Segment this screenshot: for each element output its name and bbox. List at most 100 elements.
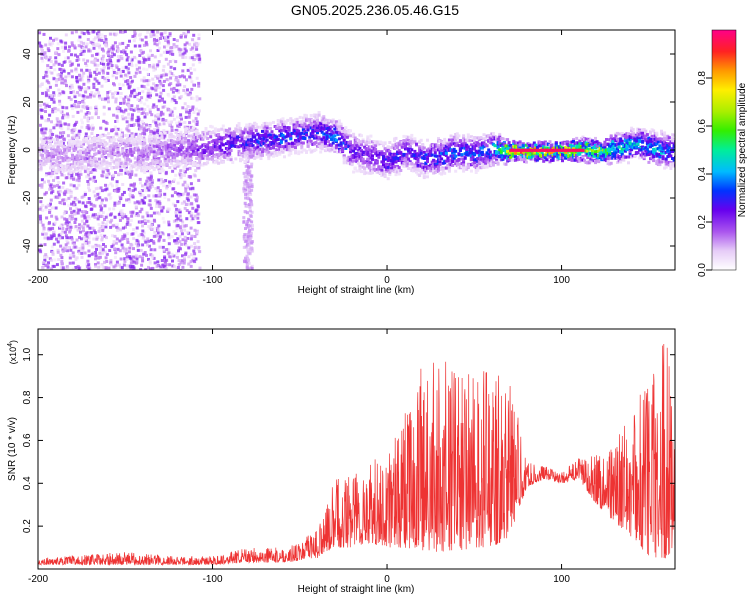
spectrogram-cell xyxy=(85,148,89,152)
spectrogram-cell xyxy=(60,259,64,263)
spectrogram-cell xyxy=(195,195,199,199)
spectrogram-cell xyxy=(96,58,100,62)
spectrogram-cell xyxy=(55,123,59,127)
spectrogram-cell xyxy=(100,39,104,42)
spectrogram-cell xyxy=(371,145,374,149)
spectrogram-cell xyxy=(103,77,107,81)
spectrogram-cell xyxy=(125,53,129,57)
spectrogram-cell xyxy=(165,184,169,188)
spectrogram-cell xyxy=(246,177,250,181)
spectrogram-cell xyxy=(77,200,81,204)
spectrogram-cell xyxy=(79,109,83,113)
spectrogram-cell xyxy=(52,100,56,104)
spectrogram-cell xyxy=(355,169,359,173)
spectrogram-cell xyxy=(95,73,98,76)
spectrogram-cell xyxy=(67,49,70,53)
spectrogram-cell xyxy=(87,186,90,190)
spectrogram-cell xyxy=(397,151,401,155)
spectrogram-cell xyxy=(144,240,148,244)
spectrogram-cell xyxy=(175,227,179,231)
spectrogram-cell xyxy=(130,173,134,177)
spectrogram-cell xyxy=(179,176,183,180)
spectrogram-cell xyxy=(246,197,250,200)
spectrogram-cell xyxy=(83,151,87,155)
spectrogram-cell xyxy=(196,240,200,244)
spectrogram-cell xyxy=(126,170,129,174)
spectrogram-cell xyxy=(144,35,148,39)
spectrogram-cell xyxy=(371,171,374,175)
spectrogram-cell xyxy=(386,177,390,181)
spectrogram-cell xyxy=(141,243,145,247)
spectrogram-cell xyxy=(295,143,299,147)
spectrogram-cell xyxy=(195,95,199,99)
spectrogram-cell xyxy=(402,162,406,165)
spectrogram-cell xyxy=(159,91,163,95)
spectrogram-cell xyxy=(70,104,74,108)
spectrogram-cell xyxy=(284,121,288,125)
spectrogram-cell xyxy=(262,126,266,130)
spectrogram-cell xyxy=(68,217,71,221)
spectrogram-cell xyxy=(309,134,313,138)
spectrogram-cell xyxy=(397,172,401,176)
spectrogram-cell xyxy=(162,248,166,252)
spectrogram-cell xyxy=(209,151,213,155)
spectrogram-cell xyxy=(275,126,279,130)
spectrogram-cell xyxy=(106,219,110,223)
spectrogram-cell xyxy=(228,127,232,131)
spectrogram-cell xyxy=(261,140,264,144)
spectrogram-cell xyxy=(48,56,52,60)
spectrogram-cell xyxy=(248,169,252,173)
spectrogram-cell xyxy=(144,86,148,90)
spectrogram-cell xyxy=(86,167,90,171)
spectrogram-cell xyxy=(119,92,123,95)
spectrogram-cell xyxy=(148,95,152,99)
spectrogram-cell xyxy=(127,150,131,154)
spectrogram-cell xyxy=(107,49,111,53)
spectrogram-cell xyxy=(105,161,109,165)
spectrogram-cell xyxy=(157,228,161,232)
spectrogram-cell xyxy=(56,73,60,77)
spectrogram-cell xyxy=(189,253,193,257)
spectrogram-cell xyxy=(360,170,363,174)
spectrogram-cell xyxy=(125,252,129,256)
spectrogram-cell xyxy=(254,155,258,159)
spectrogram-cell xyxy=(107,193,111,197)
spectrogram-cell xyxy=(184,253,187,256)
spectrogram-cell xyxy=(150,129,154,133)
spectrogram-cell xyxy=(341,149,345,152)
spectrogram-cell xyxy=(330,125,334,129)
spectrogram-cell xyxy=(77,226,81,230)
spectrogram-cell xyxy=(82,211,86,215)
spectrogram-cell xyxy=(163,31,167,35)
spectrogram-cell xyxy=(169,109,173,113)
spectrogram-cell xyxy=(372,165,376,169)
spectrogram-cell xyxy=(177,120,181,124)
spectrogram-cell xyxy=(396,152,400,156)
spectrogram-cell xyxy=(175,251,179,255)
spectrogram-cell xyxy=(336,128,340,132)
spectrogram-cell xyxy=(210,157,214,161)
spectrogram-cell xyxy=(154,187,158,190)
spectrogram-cell xyxy=(77,58,81,62)
spectrogram-cell xyxy=(294,142,297,146)
spectrogram-cell xyxy=(342,156,346,160)
spectrogram-cell xyxy=(159,75,163,79)
spectrogram-cell xyxy=(133,36,137,39)
spectrogram-cell xyxy=(336,131,340,135)
spectrogram-cell xyxy=(375,170,379,174)
spectrogram-cell xyxy=(89,95,92,99)
spectrogram-cell xyxy=(121,226,125,230)
spectrogram-cell xyxy=(418,174,422,177)
spectrogram-cell xyxy=(234,157,238,161)
spectrogram-cell xyxy=(126,266,130,270)
spectrogram-cell xyxy=(248,230,252,234)
spectrogram-cell xyxy=(52,63,56,67)
spectrogram-cell xyxy=(52,264,56,268)
spectrogram-cell xyxy=(72,203,76,207)
spectrogram-cell xyxy=(124,46,128,50)
spectrogram-cell xyxy=(165,153,169,157)
spectrogram-cell xyxy=(48,257,52,261)
spectrogram-cell xyxy=(188,161,192,165)
spectrogram-cell xyxy=(158,137,162,141)
spectrogram-cell xyxy=(179,148,183,152)
